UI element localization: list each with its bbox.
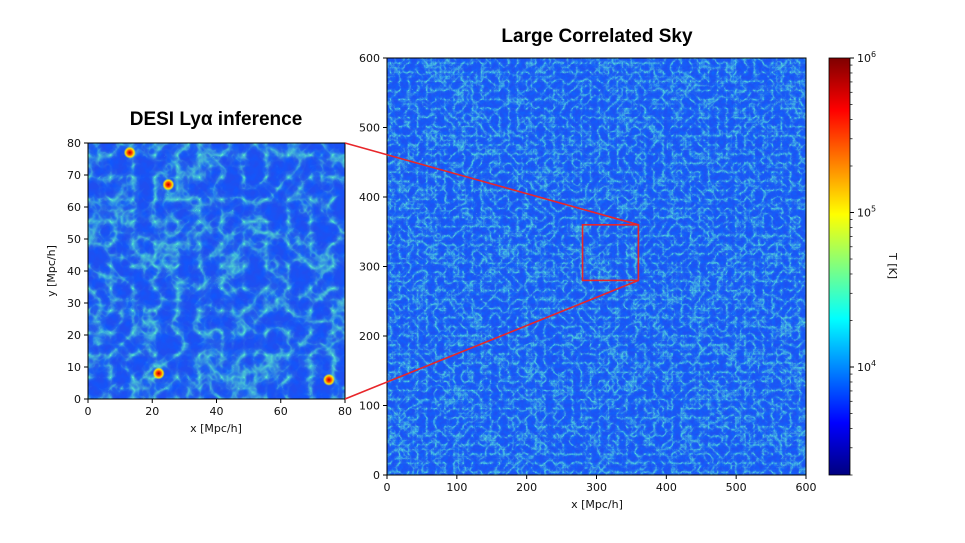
small-ytick-label: 80 — [67, 137, 81, 150]
large-xtick-label: 100 — [446, 481, 467, 494]
small-ytick-label: 60 — [67, 201, 81, 214]
hotspot-mark — [123, 146, 136, 159]
small-xtick-label: 80 — [338, 405, 352, 418]
zoom-connector-bottom — [344, 279, 639, 400]
small-heatmap-panel: 0 20 40 60 80 0 10 20 30 40 50 60 70 80 x [Mpc/h] y … — [45, 137, 352, 435]
colorbar-tick-label: 104 — [857, 359, 876, 374]
large-xtick-label: 300 — [586, 481, 607, 494]
large-xtick-label: 500 — [726, 481, 747, 494]
colorbar-tick-exp: 6 — [871, 50, 876, 59]
colorbar-tick-base: 10 — [857, 52, 871, 65]
large-xtick-label: 400 — [656, 481, 677, 494]
colorbar-tick-exp: 5 — [871, 205, 876, 214]
colorbar-tick-base: 10 — [857, 207, 871, 220]
small-ytick-label: 20 — [67, 329, 81, 342]
large-xtick-label: 600 — [796, 481, 817, 494]
hotspot-mark — [152, 367, 165, 380]
small-ytick-label: 30 — [67, 297, 81, 310]
colorbar-gradient — [828, 57, 851, 476]
hotspot-mark — [162, 178, 175, 191]
small-ytick-label: 10 — [67, 361, 81, 374]
large-ytick-label: 400 — [359, 191, 380, 204]
large-heatmap-panel: 0 100 200 300 400 500 600 0100200300400500600 … — [359, 52, 817, 511]
large-xlabel: x [Mpc/h] — [571, 498, 623, 511]
large-xtick-label: 200 — [516, 481, 537, 494]
small-xtick-label: 40 — [210, 405, 224, 418]
large-xtick-label: 0 — [384, 481, 391, 494]
small-xtick-label: 60 — [274, 405, 288, 418]
large-panel-title: Large Correlated Sky — [501, 26, 693, 47]
large-ytick-label: 0 — [373, 469, 380, 482]
colorbar-tick-label: 105 — [857, 205, 876, 220]
colorbar-tick-label: 106 — [857, 50, 876, 65]
small-ytick-label: 50 — [67, 233, 81, 246]
zoom-connector-top — [344, 142, 639, 226]
small-ytick-label: 70 — [67, 169, 81, 182]
small-heatmap-filaments — [88, 143, 345, 399]
colorbar-tick-exp: 4 — [871, 359, 876, 368]
small-xtick-label: 0 — [85, 405, 92, 418]
small-xtick-label: 20 — [145, 405, 159, 418]
hotspot-mark — [322, 373, 335, 386]
large-ytick-label: 200 — [359, 330, 380, 343]
large-ytick-label: 300 — [359, 261, 380, 274]
small-ytick-label: 0 — [74, 393, 81, 406]
zoom-box — [581, 224, 640, 282]
large-ytick-label: 100 — [359, 400, 380, 413]
large-ytick-label: 500 — [359, 122, 380, 135]
small-panel-title: DESI Lyα inference — [130, 109, 303, 130]
colorbar-label: T [K] — [886, 252, 899, 279]
large-ytick-label: 600 — [359, 52, 380, 65]
small-ylabel: y [Mpc/h] — [45, 245, 58, 297]
colorbar-tick-base: 10 — [857, 361, 871, 374]
small-xlabel: x [Mpc/h] — [190, 422, 242, 435]
small-ytick-label: 40 — [67, 265, 81, 278]
large-heatmap-filaments — [387, 58, 806, 475]
